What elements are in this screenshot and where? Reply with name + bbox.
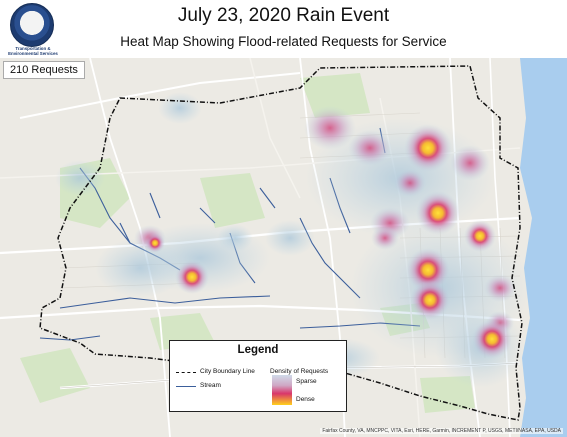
boundary-legend-label: City Boundary Line xyxy=(200,368,255,375)
department-logo-text: Transportation & Environmental Services xyxy=(8,46,58,56)
city-boundary xyxy=(39,65,523,421)
map-attribution: Fairfax County, VA, MNCPPC, VITA, Esri, … xyxy=(320,428,563,434)
dense-legend-label: Dense xyxy=(296,396,315,403)
heat-map[interactable]: Fairfax County, VA, MNCPPC, VITA, Esri, … xyxy=(0,58,567,437)
heat-layer xyxy=(55,92,530,388)
legend-title: Legend xyxy=(237,344,279,356)
sparse-legend-label: Sparse xyxy=(296,378,317,385)
map-title: July 23, 2020 Rain Event xyxy=(177,5,390,26)
map-subtitle: Heat Map Showing Flood-related Requests … xyxy=(120,34,447,49)
map-header: Transportation & Environmental Services … xyxy=(0,0,567,60)
map-canvas[interactable] xyxy=(0,58,567,437)
density-gradient-swatch xyxy=(272,375,292,405)
city-seal-icon xyxy=(10,3,54,47)
stream-swatch xyxy=(176,386,196,387)
stream-legend-label: Stream xyxy=(200,382,221,389)
map-legend: Legend City Boundary Line Stream Density… xyxy=(169,340,347,412)
request-count-label: 210 Requests xyxy=(3,61,85,79)
river xyxy=(520,58,567,437)
boundary-line-swatch xyxy=(176,372,196,373)
density-legend-label: Density of Requests xyxy=(270,368,329,375)
